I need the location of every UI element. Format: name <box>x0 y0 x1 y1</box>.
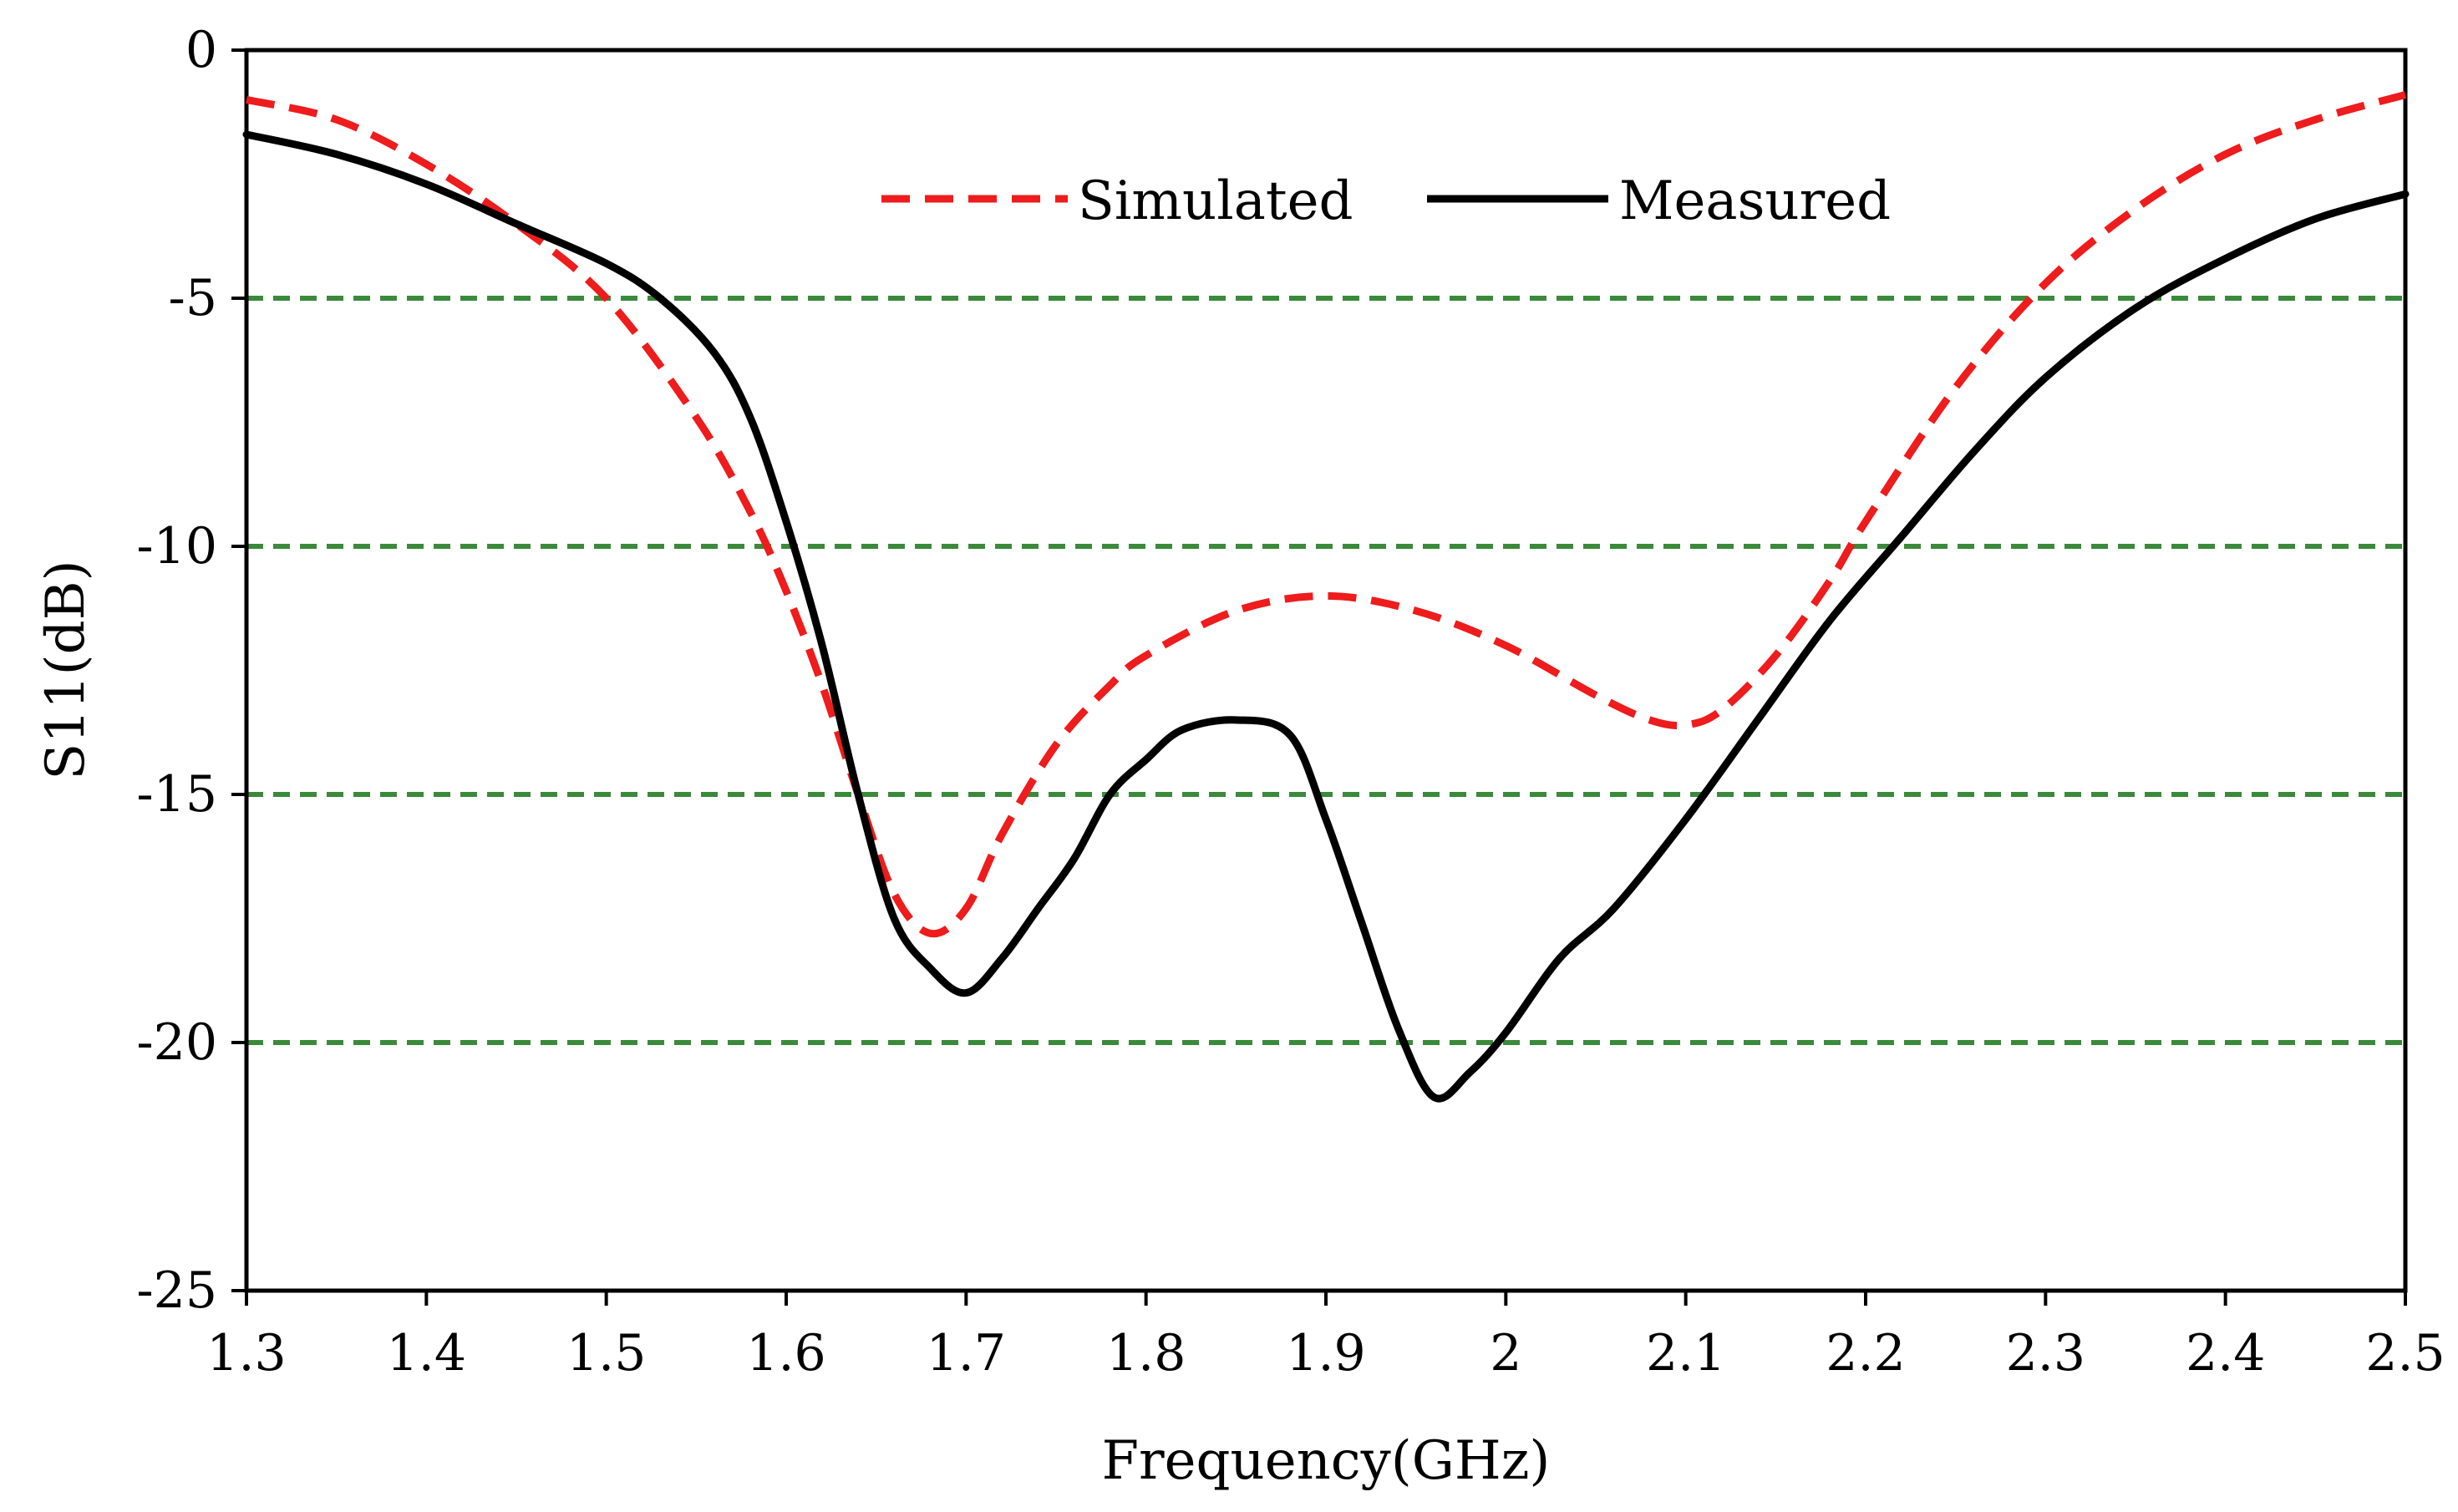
x-axis-title: Frequency(GHz) <box>1102 1430 1551 1492</box>
x-tick-label: 2 <box>1490 1324 1521 1383</box>
x-tick-label: 1.6 <box>746 1324 825 1383</box>
y-axis-title: S11(dB) <box>35 560 97 779</box>
x-tick-label: 2.1 <box>1646 1324 1725 1383</box>
legend-measured-label: Measured <box>1619 170 1891 232</box>
x-tick-label: 1.9 <box>1286 1324 1365 1383</box>
y-tick-label: 0 <box>185 21 217 79</box>
x-tick-label: 2.3 <box>2006 1324 2085 1383</box>
x-tick-label: 2.5 <box>2365 1324 2445 1383</box>
x-tick-label: 1.5 <box>566 1324 646 1383</box>
x-tick-label: 1.3 <box>206 1324 286 1383</box>
x-tick-label: 1.8 <box>1106 1324 1186 1383</box>
legend-simulated-label: Simulated <box>1078 170 1353 232</box>
x-tick-label: 1.7 <box>927 1324 1006 1383</box>
y-tick-label: -15 <box>136 765 217 824</box>
series-line-measured <box>242 130 2410 1103</box>
y-tick-label: -10 <box>136 517 217 576</box>
series-line-simulated <box>246 91 2407 938</box>
x-axis-ticks: 1.3 1.4 1.5 1.6 1.7 1.8 1.9 2 2.1 2.2 2.3 2.4 2.5 <box>206 1291 2445 1383</box>
y-tick-label: -20 <box>136 1013 217 1072</box>
series-layer <box>242 91 2410 1103</box>
plot-frame <box>244 48 2408 1293</box>
gridlines <box>246 296 2405 1045</box>
x-tick-label: 2.2 <box>1826 1324 1905 1383</box>
legend: Simulated Measured <box>881 170 1891 232</box>
x-tick-label: 2.4 <box>2186 1324 2265 1383</box>
y-tick-label: -5 <box>169 269 217 327</box>
y-axis-ticks: 0 -5 -10 -15 -20 -25 <box>136 21 246 1320</box>
y-tick-label: -25 <box>136 1261 217 1320</box>
x-tick-label: 1.4 <box>387 1324 466 1383</box>
